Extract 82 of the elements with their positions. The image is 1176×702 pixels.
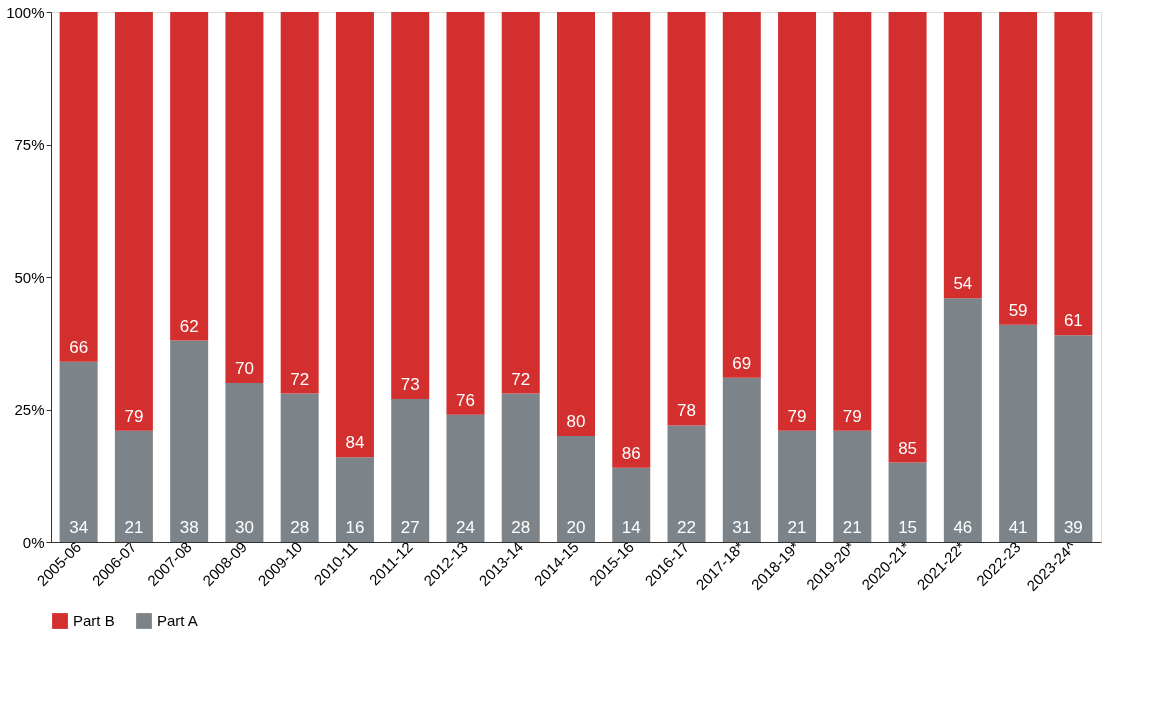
data-label: 22 <box>677 518 696 537</box>
data-label: 14 <box>621 518 641 537</box>
data-label: 54 <box>953 274 973 294</box>
bar <box>557 436 595 542</box>
data-label: 86 <box>621 443 641 463</box>
bar <box>1054 12 1093 336</box>
bar <box>225 12 264 383</box>
data-label: 79 <box>787 406 807 426</box>
bar <box>667 12 706 426</box>
data-label: 31 <box>732 518 752 537</box>
bar <box>833 12 872 431</box>
data-label: 20 <box>566 518 586 537</box>
bar <box>888 12 927 463</box>
bar <box>280 12 319 394</box>
data-label: 38 <box>179 518 199 537</box>
data-label: 41 <box>1008 518 1028 537</box>
bar <box>888 462 927 542</box>
data-label: 59 <box>1008 300 1028 320</box>
data-label: 76 <box>456 390 475 410</box>
bar <box>833 430 872 542</box>
data-label: 21 <box>787 518 807 537</box>
data-label: 16 <box>345 518 365 537</box>
data-label: 34 <box>69 518 89 537</box>
bar <box>280 393 319 542</box>
bar <box>170 340 209 542</box>
bar <box>1054 335 1093 542</box>
bar <box>722 12 761 378</box>
data-label: 62 <box>179 316 199 336</box>
data-label: 21 <box>124 518 144 537</box>
data-label: 73 <box>400 374 420 394</box>
legend-label: Part A <box>157 612 198 629</box>
data-label: 70 <box>234 359 254 378</box>
y-tick-label: 25% <box>14 401 45 418</box>
data-label: 80 <box>566 412 586 431</box>
data-label: 39 <box>1063 518 1083 537</box>
data-label: 61 <box>1063 311 1083 331</box>
bar <box>59 12 98 362</box>
y-tick-label: 100% <box>6 3 45 21</box>
data-label: 69 <box>732 353 752 373</box>
bar <box>59 361 98 542</box>
data-label: 30 <box>234 518 254 537</box>
bar <box>391 398 430 542</box>
bar <box>225 383 264 542</box>
bar <box>114 430 153 542</box>
bar <box>170 12 209 341</box>
bar <box>612 467 651 542</box>
data-label: 24 <box>456 518 475 537</box>
bar <box>501 393 540 542</box>
y-tick-label: 75% <box>14 136 45 153</box>
data-label: 28 <box>511 518 531 537</box>
data-label: 66 <box>69 337 89 357</box>
bar <box>943 12 982 299</box>
bar <box>778 12 817 431</box>
data-label: 84 <box>345 433 365 453</box>
data-label: 46 <box>953 518 973 537</box>
bar <box>114 12 153 431</box>
bar <box>335 457 374 542</box>
bar <box>667 425 706 542</box>
data-label: 72 <box>290 369 310 389</box>
data-label: 15 <box>898 518 918 537</box>
legend-label: Part B <box>73 612 115 629</box>
bar <box>999 324 1038 542</box>
data-label: 27 <box>400 518 420 537</box>
data-label: 85 <box>898 438 918 458</box>
bar <box>612 12 651 468</box>
data-label: 79 <box>124 406 144 426</box>
bar <box>778 430 817 542</box>
data-label: 28 <box>290 518 310 537</box>
data-label: 72 <box>511 369 531 389</box>
bar <box>557 12 595 436</box>
bar <box>391 12 430 399</box>
bar <box>446 12 485 415</box>
y-tick-label: 50% <box>14 268 45 286</box>
bar <box>943 298 982 542</box>
bar <box>446 414 485 542</box>
bar <box>501 12 540 394</box>
data-label: 79 <box>842 406 862 426</box>
data-label: 21 <box>842 518 862 537</box>
bar <box>335 12 374 458</box>
bar <box>999 12 1038 325</box>
bar <box>722 377 761 542</box>
data-label: 78 <box>677 401 696 421</box>
